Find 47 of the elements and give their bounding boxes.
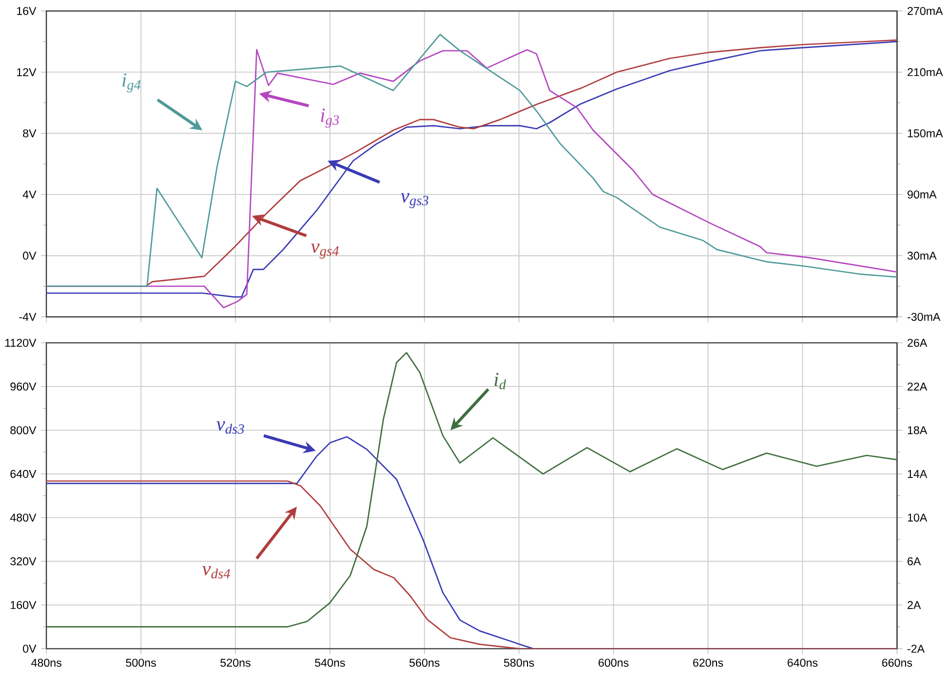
y-tick-label: 1120V [5,338,36,347]
text: v$_{ds4}$ [202,566,230,578]
x-tick-label: 580ns [504,658,534,667]
y-tick-label: 160V [10,600,36,609]
x-tick-label: 660ns [882,658,912,667]
x-tick-label: 640ns [788,658,818,667]
y2-tick-label: 150mA [908,129,943,138]
y2-tick-label: 14A [908,470,928,478]
y2-tick-label: 2A [908,600,921,609]
x-tick-label: 560ns [409,658,440,667]
y2-tick-label: -30mA [908,312,940,321]
y-tick-label: 0V [22,252,36,260]
y2-tick-label: 26A [908,338,928,347]
text: i$_{d}$ [494,372,506,390]
y-tick-label: 0V [22,644,36,653]
text: v$_{ds3}$ [216,421,244,434]
y-tick-label: 800V [10,426,36,434]
y2-tick-label: 30mA [908,251,937,260]
text: v$_{gs3}$ [400,192,428,208]
y2-tick-label: 22A [908,382,928,390]
x-tick-label: 600ns [598,658,628,667]
y-tick-label: 4V [22,190,36,198]
x-tick-label: 480ns [31,658,62,667]
y-tick-label: 480V [10,513,36,522]
x-tick-label: 620ns [693,658,723,667]
x-tick-label: 500ns [126,658,156,667]
text: v$_{gs4}$ [311,243,339,258]
x-tick-label: 520ns [220,658,250,667]
line-series [46,480,898,649]
y-tick-label: 960V [10,382,36,390]
y-tick-label: 320V [10,557,36,566]
y2-tick-label: 210mA [908,68,943,76]
y2-tick-label: 10A [908,513,928,522]
series-label: i$_{g3}$ [320,108,339,128]
text: i$_{g4}$ [122,73,141,92]
line-series [46,352,898,628]
y2-tick-label: 90mA [908,190,937,198]
y-tick-label: -4V [19,312,36,321]
y-tick-label: 640V [10,470,36,478]
y-tick-label: 16V [17,6,36,15]
y2-tick-label: 18A [908,426,928,434]
y2-tick-label: -2A [908,644,925,652]
y2-tick-label: 6A [908,557,921,566]
y-tick-label: 8V [23,129,36,138]
y-tick-label: 12V [17,68,36,76]
x-tick-label: 540ns [314,658,345,667]
y2-tick-label: 270mA [908,6,943,15]
